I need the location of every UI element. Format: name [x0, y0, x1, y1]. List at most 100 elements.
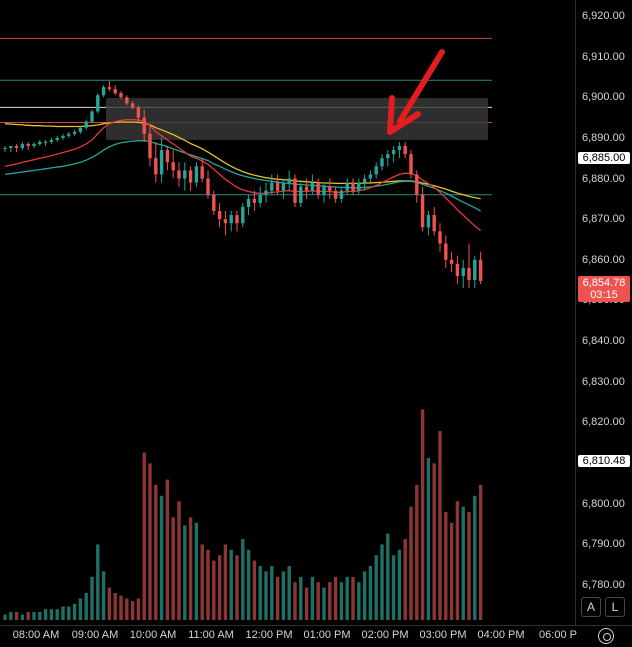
time-tick: 06:00 P	[539, 629, 577, 641]
candle	[287, 170, 291, 191]
volume-bar	[113, 593, 117, 620]
candle	[9, 146, 13, 153]
price-tick: 6,870.00	[582, 213, 625, 226]
candle	[391, 146, 396, 163]
arrow-shaft	[397, 49, 445, 124]
volume-bar	[72, 603, 77, 620]
candle	[444, 235, 448, 268]
volume-bar	[478, 485, 483, 620]
volume-bar	[165, 479, 170, 620]
volume-bar	[420, 409, 425, 620]
volume-bar	[368, 566, 373, 620]
volume-bar	[223, 544, 228, 620]
arrow-head	[387, 95, 421, 135]
candle	[119, 91, 123, 100]
volume-bar	[415, 485, 419, 620]
candle	[212, 190, 216, 216]
candle	[258, 186, 262, 207]
candle	[478, 251, 483, 285]
volume-bar	[130, 601, 135, 620]
candle	[38, 139, 42, 146]
volume-bar	[473, 495, 477, 620]
candle	[49, 137, 54, 144]
candle	[467, 243, 471, 289]
volume-bar	[339, 582, 344, 620]
volume-bar	[125, 598, 129, 620]
volume-bar	[107, 587, 112, 620]
volume-bar	[264, 571, 268, 620]
candle	[90, 109, 94, 124]
price-chart[interactable]	[0, 0, 575, 625]
volume-bar	[252, 560, 257, 620]
candle	[183, 162, 187, 191]
candle	[72, 129, 77, 136]
volume-bar	[217, 555, 222, 620]
volume-bar	[9, 611, 13, 620]
volume-bar	[136, 598, 141, 620]
volume-bar	[90, 576, 94, 620]
price-tick: 6,880.00	[582, 172, 625, 185]
candle	[252, 190, 257, 211]
axis-settings-icon[interactable]	[598, 628, 614, 644]
candle	[293, 174, 297, 207]
candle	[270, 174, 274, 195]
candle	[432, 206, 436, 236]
volume-bar	[96, 544, 100, 620]
price-tick: 6,910.00	[582, 50, 625, 63]
time-tick: 09:00 AM	[71, 629, 119, 641]
candle	[154, 141, 158, 183]
ema-yellow-line	[4, 121, 481, 200]
candle	[380, 154, 384, 171]
candle	[125, 95, 129, 106]
log-scale-button[interactable]: L	[605, 597, 625, 617]
supply-zone-box[interactable]	[106, 98, 488, 140]
candle	[229, 211, 233, 232]
candle	[449, 251, 454, 272]
volume-bar	[281, 571, 286, 620]
volume-bar	[20, 614, 25, 620]
volume-bar	[84, 593, 88, 620]
level-price-tag-6885: 6,885.00	[578, 152, 630, 165]
candle	[78, 125, 83, 134]
candle	[84, 119, 88, 130]
volume-bars	[3, 409, 483, 620]
candle	[235, 211, 239, 232]
volume-bar	[188, 517, 193, 620]
candle	[409, 150, 413, 179]
volume-bar	[351, 576, 355, 620]
volume-bar	[177, 501, 181, 620]
candle	[304, 178, 309, 199]
volume-bar	[426, 458, 431, 620]
candle	[165, 146, 170, 171]
volume-bar	[200, 544, 204, 620]
price-tick: 6,920.00	[582, 10, 625, 22]
volume-bar	[362, 571, 367, 620]
candle	[362, 174, 367, 191]
volume-bar	[403, 539, 407, 620]
candle	[246, 194, 251, 216]
candle	[299, 182, 303, 207]
candle	[374, 162, 378, 179]
time-tick: 01:00 PM	[303, 629, 351, 641]
price-axis[interactable]: 6,920.00 6,910.00 6,900.00 6,890.00 6,880.00…	[575, 0, 632, 625]
candle	[188, 166, 193, 191]
volume-bar	[32, 611, 36, 620]
volume-bar	[444, 512, 448, 620]
price-tick: 6,860.00	[582, 253, 625, 266]
arrow-annotation[interactable]	[387, 49, 445, 135]
volume-bar	[397, 549, 402, 620]
candle	[26, 141, 30, 151]
candle	[3, 146, 7, 153]
price-tick: 6,790.00	[582, 538, 625, 551]
chart-background	[0, 0, 575, 625]
volume-bar	[246, 549, 251, 620]
time-axis[interactable]: 08:00 AM 09:00 AM 10:00 AM 11:00 AM 12:00 PM…	[0, 625, 632, 647]
candle	[316, 178, 320, 199]
time-tick: 10:00 AM	[129, 629, 177, 641]
volume-bar	[241, 539, 245, 620]
price-tick: 6,820.00	[582, 416, 625, 429]
volume-bar	[101, 571, 106, 620]
candle	[397, 141, 402, 159]
candle	[61, 133, 65, 140]
auto-scale-button[interactable]: A	[581, 597, 601, 617]
